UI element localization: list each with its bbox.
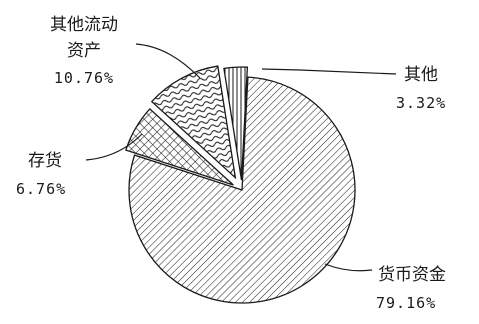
label-cash: 货币资金 xyxy=(378,265,446,285)
value-inventory: 6.76% xyxy=(16,180,66,198)
wedge-other-current-assets xyxy=(150,65,237,180)
wedge-cash xyxy=(128,76,356,304)
label-other-current-assets-line1: 其他流动 xyxy=(50,15,118,35)
leader-line-other-current-assets xyxy=(135,43,201,79)
value-cash: 79.16% xyxy=(376,294,436,312)
leader-line-inventory xyxy=(85,133,143,161)
wedge-inventory xyxy=(125,107,234,186)
leader-line-other xyxy=(261,68,397,75)
leader-line-cash xyxy=(324,263,373,272)
wedge-other xyxy=(223,66,249,181)
value-other-current-assets: 10.76% xyxy=(54,69,114,87)
label-inventory: 存货 xyxy=(28,151,62,171)
value-other: 3.32% xyxy=(396,94,446,112)
label-other: 其他 xyxy=(404,65,438,85)
label-other-current-assets-line2: 资产 xyxy=(67,41,101,61)
pie-wedges xyxy=(125,65,356,304)
